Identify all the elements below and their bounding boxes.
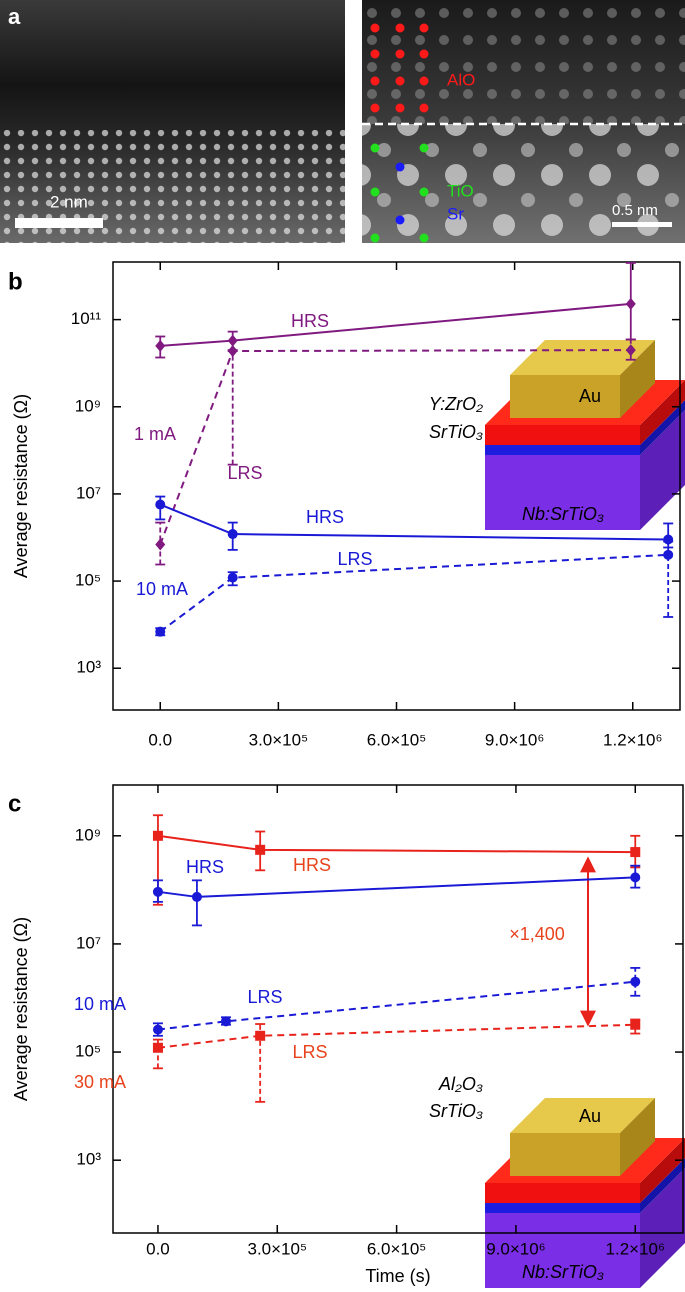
data-point xyxy=(220,1016,231,1027)
annotation: 1 mA xyxy=(134,424,176,444)
data-point xyxy=(625,297,636,310)
inset-label: Au xyxy=(579,386,601,406)
data-point xyxy=(630,1019,641,1030)
y-tick-label: 10¹¹ xyxy=(71,309,102,328)
annotation: HRS xyxy=(293,855,331,875)
x-tick-label: 0.0 xyxy=(146,1239,170,1258)
data-point xyxy=(227,345,238,358)
species-label: AlO xyxy=(447,70,475,89)
y-tick-label: 10⁵ xyxy=(75,571,101,590)
x-tick-label: 9.0×10⁶ xyxy=(485,730,544,749)
data-point xyxy=(152,1042,163,1053)
series-line xyxy=(157,876,636,898)
inset-label: Al₂O₃ xyxy=(438,1074,483,1094)
x-tick-label: 3.0×10⁵ xyxy=(248,1239,308,1258)
inset-label: Au xyxy=(579,1106,601,1126)
series-line xyxy=(157,1023,636,1049)
panel-label: c xyxy=(8,790,21,817)
y-tick-label: 10⁷ xyxy=(76,483,101,502)
x-tick-label: 6.0×10⁵ xyxy=(367,730,427,749)
annotation: 30 mA xyxy=(74,1072,126,1092)
annotation: LRS xyxy=(337,549,372,569)
y-tick-label: 10³ xyxy=(76,1150,101,1169)
inset-label: Nb:SrTiO₃ xyxy=(522,504,604,524)
data-point xyxy=(625,344,636,357)
data-point xyxy=(152,830,163,841)
species-label: TiO xyxy=(447,181,474,200)
scale-bar-label: 2 nm xyxy=(50,192,88,211)
data-point xyxy=(227,334,238,347)
species-label: Sr xyxy=(447,204,464,223)
annotation: LRS xyxy=(292,1042,327,1062)
y-tick-label: 10⁹ xyxy=(75,825,101,844)
x-axis-label: Time (s) xyxy=(365,1266,430,1286)
micrograph-right xyxy=(362,0,685,243)
device-inset xyxy=(485,1098,685,1288)
series-line xyxy=(157,980,636,1031)
micrograph-left xyxy=(0,0,345,243)
data-point xyxy=(191,891,202,902)
data-point xyxy=(227,572,238,583)
x-tick-label: 3.0×10⁵ xyxy=(249,730,309,749)
inset-label: Y:ZrO₂ xyxy=(429,394,483,414)
data-point xyxy=(155,626,166,637)
y-tick-label: 10⁵ xyxy=(75,1042,101,1061)
device-inset xyxy=(485,340,685,530)
data-point xyxy=(255,844,266,855)
y-tick-label: 10⁷ xyxy=(76,933,101,952)
annotation: HRS xyxy=(291,311,329,331)
data-point xyxy=(663,549,674,560)
data-point xyxy=(630,872,641,883)
data-point xyxy=(155,538,166,551)
annotation: 10 mA xyxy=(74,994,126,1014)
data-point xyxy=(630,976,641,987)
data-point xyxy=(255,1030,266,1041)
y-axis-label: Average resistance (Ω) xyxy=(11,917,31,1101)
annotation: LRS xyxy=(227,463,262,483)
annotation: 10 mA xyxy=(136,579,188,599)
plot-frame xyxy=(112,784,684,1234)
series-line xyxy=(157,834,636,854)
x-tick-label: 9.0×10⁶ xyxy=(486,1239,545,1258)
annotation: ×1,400 xyxy=(509,924,565,944)
annotation: HRS xyxy=(186,857,224,877)
annotation: HRS xyxy=(306,507,344,527)
data-point xyxy=(227,529,238,540)
x-tick-label: 1.2×10⁶ xyxy=(606,1239,665,1258)
data-point xyxy=(155,499,166,510)
data-point xyxy=(155,339,166,352)
scale-bar-label: 0.5 nm xyxy=(612,202,658,219)
y-tick-label: 10⁹ xyxy=(75,396,101,415)
panel-label: b xyxy=(8,268,23,295)
inset-label: SrTiO₃ xyxy=(429,1101,483,1121)
x-tick-label: 1.2×10⁶ xyxy=(603,730,662,749)
data-point xyxy=(152,886,163,897)
data-point xyxy=(630,847,641,858)
x-tick-label: 0.0 xyxy=(148,730,172,749)
y-axis-label: Average resistance (Ω) xyxy=(11,394,31,578)
panel-label: a xyxy=(8,4,21,29)
y-tick-label: 10³ xyxy=(76,658,101,677)
inset-label: SrTiO₃ xyxy=(429,422,483,442)
annotation: LRS xyxy=(247,987,282,1007)
data-point xyxy=(152,1024,163,1035)
series-line xyxy=(159,553,669,633)
inset-label: Nb:SrTiO₃ xyxy=(522,1262,604,1282)
x-tick-label: 6.0×10⁵ xyxy=(367,1239,427,1258)
